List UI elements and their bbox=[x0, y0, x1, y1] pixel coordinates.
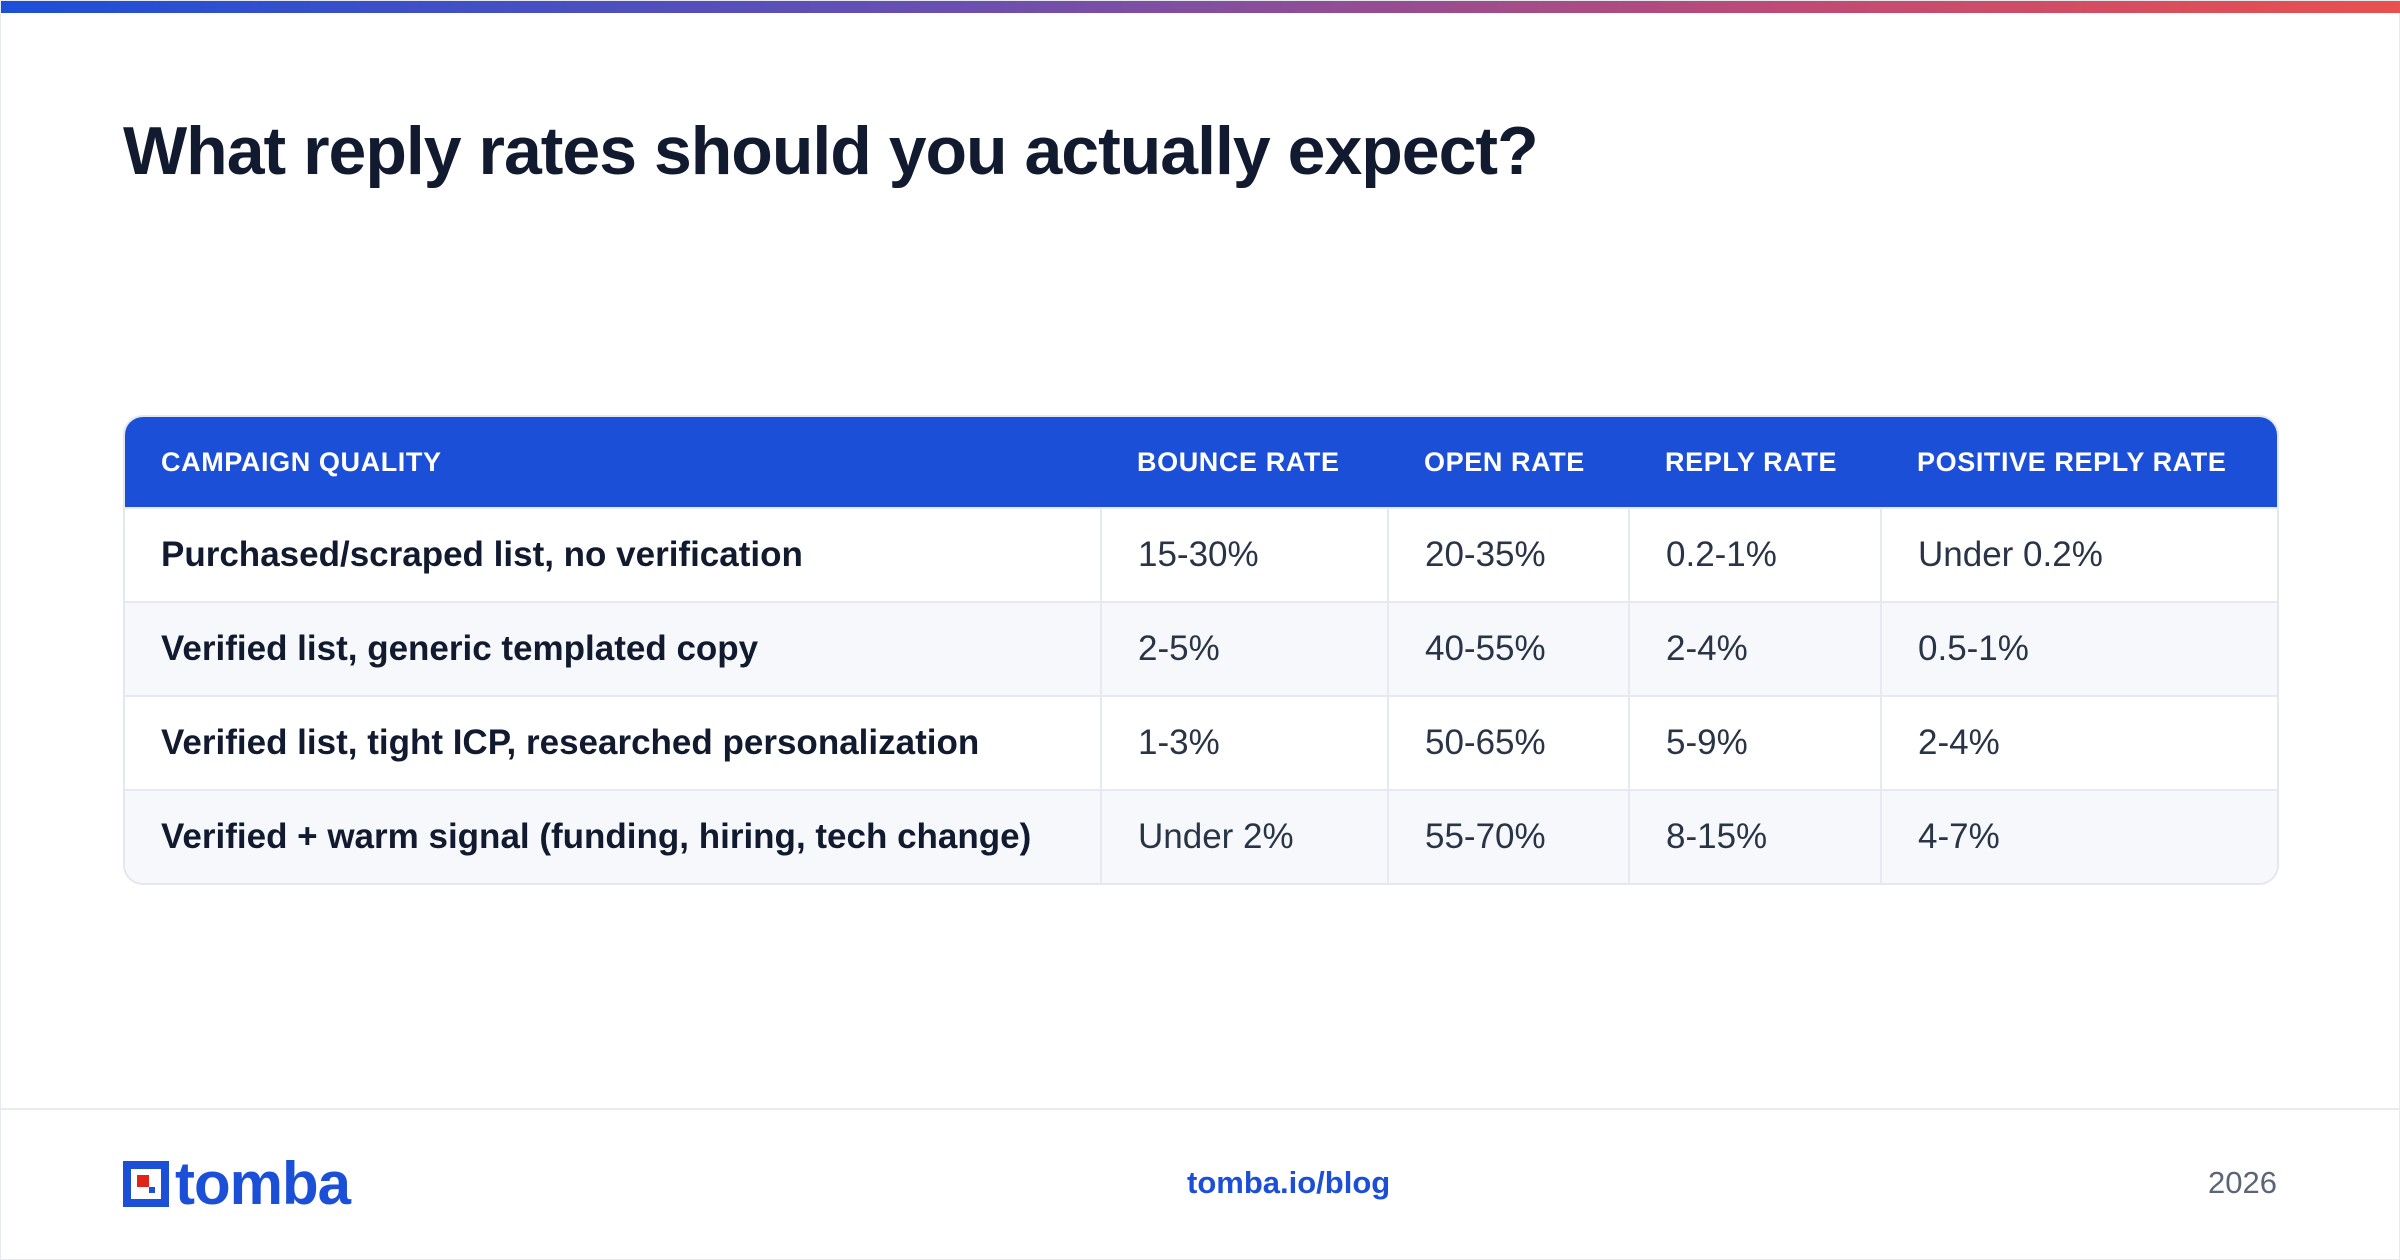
cell-positive-reply-rate: 4-7% bbox=[1880, 789, 2277, 883]
table-row: Verified + warm signal (funding, hiring,… bbox=[125, 789, 2277, 883]
accent-gradient-bar bbox=[1, 1, 2400, 13]
cell-campaign-quality: Verified + warm signal (funding, hiring,… bbox=[125, 789, 1101, 883]
tomba-logo[interactable]: tomba bbox=[123, 1150, 351, 1217]
cell-reply-rate: 0.2-1% bbox=[1628, 507, 1881, 602]
column-header-bounce-rate: BOUNCE RATE bbox=[1137, 446, 1340, 477]
tomba-logo-icon bbox=[123, 1161, 169, 1207]
table-header-row: CAMPAIGN QUALITY BOUNCE RATE OPEN RATE R… bbox=[125, 417, 2277, 508]
cell-open-rate: 40-55% bbox=[1387, 601, 1629, 696]
page-title: What reply rates should you actually exp… bbox=[123, 113, 1539, 189]
logo-wordmark: tomba bbox=[175, 1150, 351, 1217]
blog-link[interactable]: tomba.io/blog bbox=[1187, 1165, 1391, 1200]
cell-bounce-rate: 2-5% bbox=[1100, 601, 1388, 696]
cell-campaign-quality: Verified list, generic templated copy bbox=[125, 601, 1101, 696]
cell-reply-rate: 5-9% bbox=[1628, 695, 1881, 790]
cell-reply-rate: 8-15% bbox=[1628, 789, 1881, 883]
cell-open-rate: 20-35% bbox=[1387, 507, 1629, 602]
column-header-positive-reply-rate: POSITIVE REPLY RATE bbox=[1917, 446, 2227, 477]
cell-bounce-rate: 15-30% bbox=[1100, 507, 1388, 602]
cell-campaign-quality: Purchased/scraped list, no verification bbox=[125, 507, 1101, 602]
cell-campaign-quality: Verified list, tight ICP, researched per… bbox=[125, 695, 1101, 790]
cell-positive-reply-rate: Under 0.2% bbox=[1880, 507, 2277, 602]
table-row: Purchased/scraped list, no verification … bbox=[125, 507, 2277, 602]
cell-reply-rate: 2-4% bbox=[1628, 601, 1881, 696]
column-header-reply-rate: REPLY RATE bbox=[1665, 446, 1838, 477]
cell-bounce-rate: Under 2% bbox=[1100, 789, 1388, 883]
table-row: Verified list, generic templated copy 2-… bbox=[125, 601, 2277, 696]
cell-open-rate: 50-65% bbox=[1387, 695, 1629, 790]
footer-year: 2026 bbox=[2208, 1165, 2277, 1200]
column-header-open-rate: OPEN RATE bbox=[1424, 446, 1585, 477]
cell-positive-reply-rate: 2-4% bbox=[1880, 695, 2277, 790]
cell-positive-reply-rate: 0.5-1% bbox=[1880, 601, 2277, 696]
reply-rates-table: CAMPAIGN QUALITY BOUNCE RATE OPEN RATE R… bbox=[123, 415, 2279, 885]
footer-divider bbox=[1, 1108, 2400, 1110]
table-row: Verified list, tight ICP, researched per… bbox=[125, 695, 2277, 790]
data-table: CAMPAIGN QUALITY BOUNCE RATE OPEN RATE R… bbox=[125, 417, 2277, 883]
cell-bounce-rate: 1-3% bbox=[1100, 695, 1388, 790]
column-header-campaign-quality: CAMPAIGN QUALITY bbox=[161, 446, 442, 477]
cell-open-rate: 55-70% bbox=[1387, 789, 1629, 883]
